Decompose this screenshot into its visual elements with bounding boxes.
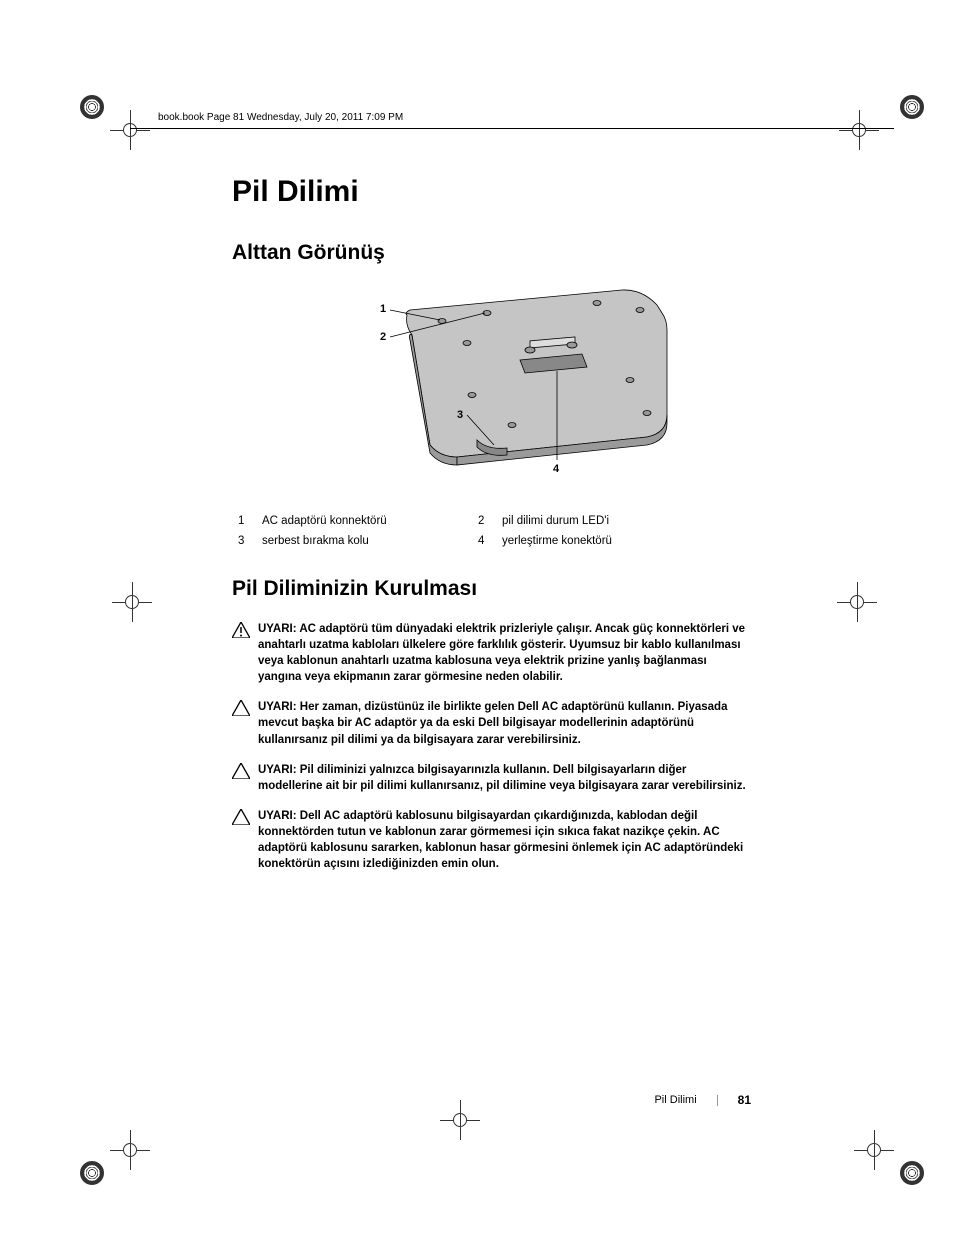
warning-body: AC adaptörü tüm dünyadaki elektrik prizl… xyxy=(258,623,745,683)
crop-mark-bottom-right xyxy=(854,1115,924,1185)
header-rule xyxy=(130,128,894,129)
crop-mark-mid-left xyxy=(112,582,182,652)
section-bottom-view-title: Alttan Görünüş xyxy=(232,241,752,265)
legend-text: pil dilimi durum LED'i xyxy=(502,515,712,527)
warning-text: UYARI: AC adaptörü tüm dünyadaki elektri… xyxy=(258,621,752,685)
warning-block: UYARI: Pil diliminizi yalnızca bilgisaya… xyxy=(232,762,752,794)
warning-text: UYARI: Her zaman, dizüstünüz ile birlikt… xyxy=(258,699,752,747)
page-number: 81 xyxy=(738,1093,751,1107)
warning-triangle-icon xyxy=(232,699,252,747)
crop-mark-top-right xyxy=(854,95,924,165)
callout-3: 3 xyxy=(457,409,463,421)
warning-body: Her zaman, dizüstünüz ile birlikte gelen… xyxy=(258,701,727,745)
warning-body: Pil diliminizi yalnızca bilgisayarınızla… xyxy=(258,764,746,792)
footer-divider xyxy=(717,1095,718,1106)
page-content: Pil Dilimi Alttan Görünüş xyxy=(232,175,752,886)
warning-label: UYARI: xyxy=(258,701,297,713)
legend-num: 1 xyxy=(232,515,262,527)
legend-num: 3 xyxy=(232,535,262,547)
legend-text: yerleştirme konektörü xyxy=(502,535,712,547)
footer-section: Pil Dilimi xyxy=(654,1094,696,1106)
legend-row: 1 AC adaptörü konnektörü 2 pil dilimi du… xyxy=(232,515,752,527)
legend-num: 4 xyxy=(472,535,502,547)
legend-row: 3 serbest bırakma kolu 4 yerleştirme kon… xyxy=(232,535,752,547)
crop-mark-top-left xyxy=(80,95,150,165)
section-setup-title: Pil Diliminizin Kurulması xyxy=(232,577,752,601)
crop-mark-bottom-center xyxy=(440,1100,510,1170)
warning-label: UYARI: xyxy=(258,764,297,776)
warning-block: UYARI: Her zaman, dizüstünüz ile birlikt… xyxy=(232,699,752,747)
warning-text: UYARI: Pil diliminizi yalnızca bilgisaya… xyxy=(258,762,752,794)
battery-slice-diagram: 1 2 3 4 xyxy=(312,285,672,485)
warning-triangle-icon xyxy=(232,808,252,872)
warning-body: Dell AC adaptörü kablosunu bilgisayardan… xyxy=(258,810,743,870)
warning-text: UYARI: Dell AC adaptörü kablosunu bilgis… xyxy=(258,808,752,872)
warning-triangle-icon xyxy=(232,762,252,794)
warning-block: UYARI: AC adaptörü tüm dünyadaki elektri… xyxy=(232,621,752,685)
legend-num: 2 xyxy=(472,515,502,527)
legend-text: AC adaptörü konnektörü xyxy=(262,515,472,527)
legend-table: 1 AC adaptörü konnektörü 2 pil dilimi du… xyxy=(232,515,752,547)
warning-label: UYARI: xyxy=(258,623,297,635)
callout-2: 2 xyxy=(380,331,386,343)
crop-mark-mid-right xyxy=(837,582,907,652)
header-text: book.book Page 81 Wednesday, July 20, 20… xyxy=(158,112,403,123)
callout-1: 1 xyxy=(380,303,386,315)
warning-exclaim-icon xyxy=(232,621,252,685)
page-title: Pil Dilimi xyxy=(232,175,752,209)
warning-label: UYARI: xyxy=(258,810,297,822)
legend-text: serbest bırakma kolu xyxy=(262,535,472,547)
warning-block: UYARI: Dell AC adaptörü kablosunu bilgis… xyxy=(232,808,752,872)
page-footer: Pil Dilimi 81 xyxy=(654,1093,751,1107)
crop-mark-bottom-left xyxy=(80,1115,150,1185)
callout-4: 4 xyxy=(553,463,559,475)
